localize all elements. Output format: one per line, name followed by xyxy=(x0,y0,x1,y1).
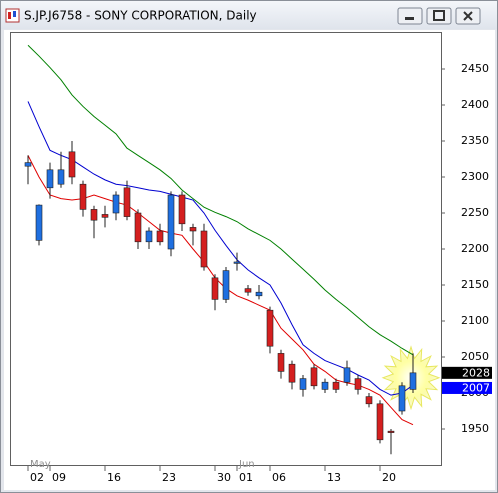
candle-body xyxy=(200,230,208,268)
candle-body xyxy=(233,261,241,264)
candle-body xyxy=(222,270,230,300)
window-buttons[interactable] xyxy=(397,7,481,25)
y-tick-label: 2450 xyxy=(461,62,489,75)
candle-body xyxy=(35,204,43,241)
candle-body xyxy=(244,288,252,293)
candle-body xyxy=(90,209,98,221)
y-tick-label: 2150 xyxy=(461,278,489,291)
candle-body xyxy=(310,367,318,387)
candle-body xyxy=(211,277,219,300)
candle-body xyxy=(189,227,197,232)
moving-average-line xyxy=(27,155,414,426)
y-tick-label: 2100 xyxy=(461,314,489,327)
candle-body xyxy=(178,194,186,225)
y-tick-label: 2300 xyxy=(461,170,489,183)
y-tick-label: 2350 xyxy=(461,134,489,147)
y-tick-label: 2050 xyxy=(461,350,489,363)
month-label: May xyxy=(30,459,51,470)
candle-body xyxy=(57,169,65,185)
maximize-icon xyxy=(433,10,445,21)
candle-body xyxy=(255,291,263,297)
candle-body xyxy=(343,367,351,383)
candle-body xyxy=(398,385,406,412)
candle-body xyxy=(354,378,362,390)
window-icon xyxy=(5,8,20,23)
candle-body xyxy=(112,194,120,214)
window-title: S.JP.J6758 - SONY CORPORATION, Daily xyxy=(24,9,257,23)
candle-body xyxy=(266,309,274,347)
candle-body xyxy=(409,372,417,390)
candle-body xyxy=(101,214,109,218)
x-tick-label: 01 xyxy=(239,471,253,484)
y-tick-label: 2400 xyxy=(461,98,489,111)
close-icon xyxy=(463,11,473,21)
x-tick-label: 09 xyxy=(52,471,66,484)
candle-body xyxy=(167,194,175,250)
price-tag xyxy=(442,381,492,394)
candle-body xyxy=(376,403,384,441)
x-tick-label: 06 xyxy=(272,471,286,484)
candle-body xyxy=(299,378,307,390)
candle-body xyxy=(288,363,296,383)
month-label: Jun xyxy=(238,459,255,470)
candle-body xyxy=(46,169,54,189)
y-tick-label: 2200 xyxy=(461,242,489,255)
candle-body xyxy=(277,353,285,372)
y-tick-label: 2250 xyxy=(461,206,489,219)
x-tick-label: 13 xyxy=(327,471,341,484)
x-tick-label: 23 xyxy=(162,471,176,484)
candle-body xyxy=(134,212,142,243)
minimize-button[interactable] xyxy=(397,7,423,25)
candle-body xyxy=(156,230,164,243)
price-tag xyxy=(442,366,492,379)
candle-body xyxy=(332,381,340,390)
candle-body xyxy=(321,381,329,390)
x-tick-label: 20 xyxy=(382,471,396,484)
minimize-icon xyxy=(405,17,414,20)
moving-average-line xyxy=(27,44,414,356)
candle-body xyxy=(24,162,32,167)
candle-body xyxy=(145,230,153,243)
x-tick-label: 16 xyxy=(107,471,121,484)
candle-body xyxy=(123,187,131,217)
candle-body xyxy=(387,430,395,433)
candle-body xyxy=(365,396,373,405)
plot-area xyxy=(10,32,442,466)
y-tick-label: 1950 xyxy=(461,422,489,435)
price-tag-label: 2028 xyxy=(462,366,490,379)
x-tick-label: 30 xyxy=(217,471,231,484)
candle-body xyxy=(79,183,87,210)
price-tag-label: 2007 xyxy=(462,381,490,394)
x-tick-label: 02 xyxy=(30,471,44,484)
candle-body xyxy=(68,151,76,178)
